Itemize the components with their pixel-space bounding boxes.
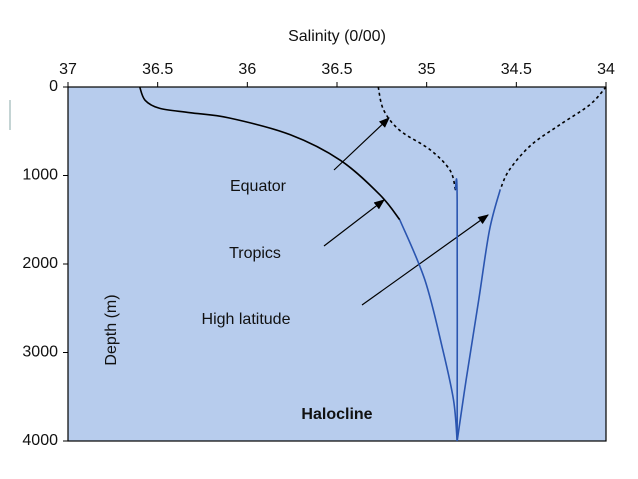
- profile-line: [499, 86, 607, 190]
- x-tick-label: 37: [59, 61, 77, 78]
- annotation: High latitude: [202, 311, 291, 328]
- x-tick-label: 36.5: [142, 61, 173, 78]
- y-tick-label: 0: [49, 78, 58, 95]
- x-tick-label: 34: [597, 61, 615, 78]
- x-tick-label: 35: [418, 61, 436, 78]
- y-tick-label: 3000: [22, 344, 58, 361]
- x-axis-label: Salinity (0/00): [288, 28, 386, 45]
- profile-line: [454, 178, 459, 442]
- x-tick-label: 36: [238, 61, 256, 78]
- y-tick-label: 1000: [22, 167, 58, 184]
- annotation: Halocline: [301, 406, 372, 423]
- arrow: [361, 214, 489, 306]
- profile-line: [399, 219, 458, 442]
- y-axis-label: Depth (m): [103, 294, 120, 365]
- y-tick-label: 2000: [22, 255, 58, 272]
- profile-line: [377, 86, 457, 190]
- x-tick-label: 34.5: [501, 61, 532, 78]
- profile-line: [456, 189, 501, 442]
- arrow: [323, 199, 385, 247]
- profile-line: [138, 86, 401, 221]
- annotation: Equator: [230, 178, 287, 195]
- plot-area: [67, 86, 607, 442]
- x-tick-label: 36.5: [321, 61, 352, 78]
- annotation: Tropics: [229, 245, 281, 262]
- y-tick-label: 4000: [22, 432, 58, 449]
